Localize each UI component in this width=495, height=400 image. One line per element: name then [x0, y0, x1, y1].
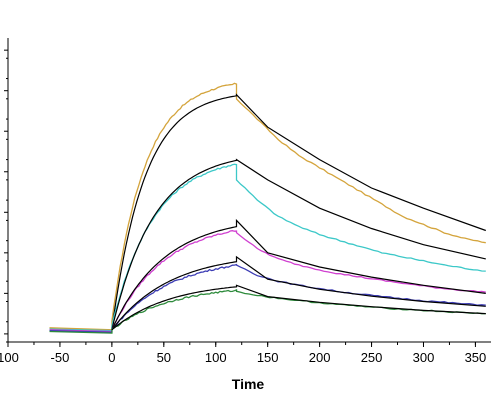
series-5	[49, 284, 486, 334]
series-2-fit-curve	[111, 158, 486, 330]
x-axis-title: Time	[232, 376, 265, 392]
x-tick-label: 100	[0, 350, 19, 365]
x-tick-label: 250	[361, 350, 383, 365]
series-1-data-curve	[49, 82, 486, 331]
series-3-fit-curve	[111, 218, 486, 331]
series-3	[49, 218, 486, 333]
x-tick-label: 50	[157, 350, 171, 365]
x-tick-label: 350	[465, 350, 487, 365]
series-5-fit-curve	[111, 284, 486, 331]
x-tick-label: 100	[205, 350, 227, 365]
series-1-fit-curve	[111, 93, 487, 330]
series-4-fit-curve	[111, 255, 486, 331]
x-axis: 100 -50 0 50 100 150 200 250 300 350	[0, 341, 491, 365]
x-tick-label: -50	[51, 350, 70, 365]
x-tick-label: 200	[309, 350, 331, 365]
series-3-data-curve	[49, 230, 486, 333]
series-2	[49, 158, 486, 332]
series-4	[49, 255, 486, 333]
series-layer	[49, 82, 487, 334]
x-tick-label: 150	[257, 350, 279, 365]
series-1	[49, 82, 487, 331]
y-axis	[4, 38, 9, 343]
x-tick-label: 300	[413, 350, 435, 365]
x-tick-label: 0	[108, 350, 115, 365]
